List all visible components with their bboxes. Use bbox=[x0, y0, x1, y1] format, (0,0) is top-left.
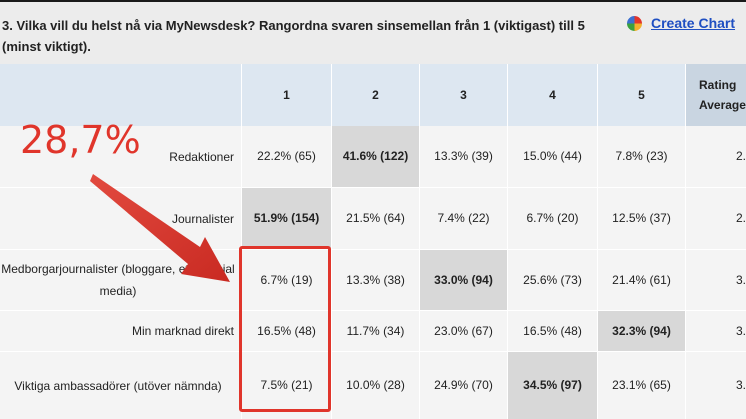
row-label: Min marknad direkt bbox=[131, 324, 234, 338]
table-cell-col-3: 24.9% (70) bbox=[419, 352, 507, 419]
table-cell-rating-average: 2.06 bbox=[685, 188, 746, 249]
column-header-1: 1 bbox=[241, 64, 331, 126]
row-label: Viktiga ambassadörer (utöver nämnda) bbox=[14, 378, 222, 393]
table-row: Viktiga ambassadörer (utöver nämnda) 7.5%… bbox=[0, 352, 746, 419]
table-cell-col-5: 32.3% (94) bbox=[597, 311, 685, 351]
column-header-4: 4 bbox=[507, 64, 597, 126]
table-cell-col-3: 13.3% (39) bbox=[419, 126, 507, 187]
highlight-box bbox=[239, 246, 331, 412]
table-cell-col-4: 25.6% (73) bbox=[507, 250, 597, 310]
table-row: Medborgarjournalister (bloggare, etc i s… bbox=[0, 250, 746, 310]
table-cell-col-1: 51.9% (154) bbox=[241, 188, 331, 249]
header-blank-cell bbox=[0, 64, 241, 126]
table-cell-col-5: 23.1% (65) bbox=[597, 352, 685, 419]
column-header-3: 3 bbox=[419, 64, 507, 126]
column-header-5: 5 bbox=[597, 64, 685, 126]
question-text: 3. Vilka vill du helst nå via MyNewsdesk… bbox=[2, 18, 585, 54]
table-cell-col-4: 34.5% (97) bbox=[507, 352, 597, 419]
table-cell-col-2: 21.5% (64) bbox=[331, 188, 419, 249]
table-cell-col-3: 23.0% (67) bbox=[419, 311, 507, 351]
table-cell-col-2: 11.7% (34) bbox=[331, 311, 419, 351]
column-header-rating-average: Rating Average bbox=[685, 64, 746, 126]
row-label: Journalister bbox=[171, 211, 234, 226]
table-cell-col-1: 22.2% (65) bbox=[241, 126, 331, 187]
table-cell-col-2: 13.3% (38) bbox=[331, 250, 419, 310]
table-row: Journalister 51.9% (154) 21.5% (64) 7.4% (2… bbox=[0, 188, 746, 249]
question-header: 3. Vilka vill du helst nå via MyNewsdesk… bbox=[0, 2, 746, 64]
row-label: Medborgarjournalister (bloggare, etc i s… bbox=[1, 262, 235, 298]
table-cell-col-5: 12.5% (37) bbox=[597, 188, 685, 249]
table-cell-col-5: 7.8% (23) bbox=[597, 126, 685, 187]
table-cell-rating-average: 3.56 bbox=[685, 352, 746, 419]
create-chart-link[interactable]: Create Chart bbox=[627, 15, 735, 31]
table-cell-col-4: 6.7% (20) bbox=[507, 188, 597, 249]
table-cell-col-3: 33.0% (94) bbox=[419, 250, 507, 310]
annotation-percentage: 28,7% bbox=[20, 118, 141, 162]
create-chart-label[interactable]: Create Chart bbox=[651, 15, 736, 31]
table-cell-col-3: 7.4% (22) bbox=[419, 188, 507, 249]
row-label: Redaktioner bbox=[169, 149, 234, 164]
table-cell-col-4: 16.5% (48) bbox=[507, 311, 597, 351]
table-cell-col-1: 7.5% (21) bbox=[241, 352, 331, 419]
table-cell-col-2: 41.6% (122) bbox=[331, 126, 419, 187]
column-header-2: 2 bbox=[331, 64, 419, 126]
table-cell-rating-average: 3.36 bbox=[685, 311, 746, 351]
top-border bbox=[0, 0, 746, 2]
table-header-row: 1 2 3 4 5 Rating Average bbox=[0, 64, 746, 126]
table-cell-rating-average: 3.42 bbox=[685, 250, 746, 310]
table-cell-col-4: 15.0% (44) bbox=[507, 126, 597, 187]
table-cell-col-5: 21.4% (61) bbox=[597, 250, 685, 310]
pie-chart-icon bbox=[627, 15, 642, 31]
table-row: Min marknad direkt 16.5% (48) 11.7% (34) 23… bbox=[0, 311, 746, 351]
table-cell-col-2: 10.0% (28) bbox=[331, 352, 419, 419]
table-row: Redaktioner 22.2% (65) 41.6% (122) 13.3% (3… bbox=[0, 126, 746, 187]
table-cell-rating-average: 2.45 bbox=[685, 126, 746, 187]
